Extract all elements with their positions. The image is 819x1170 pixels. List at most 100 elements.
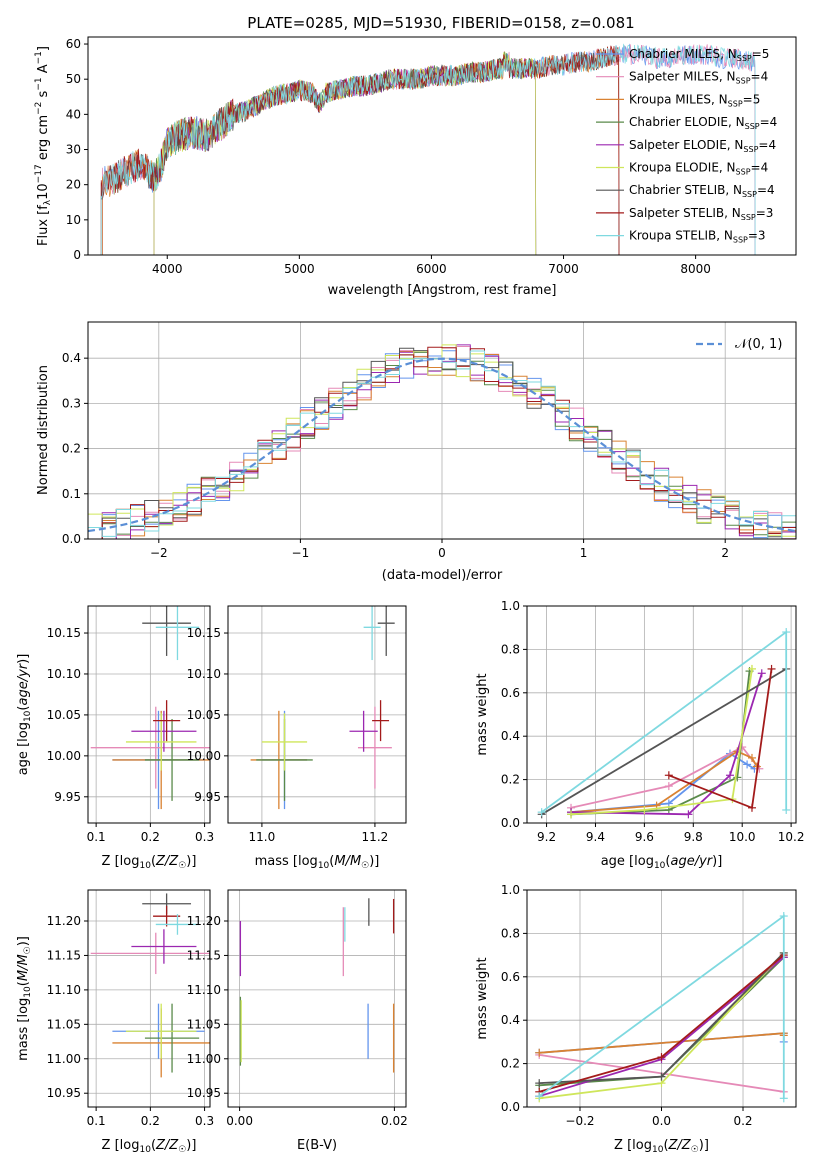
- tick-label-x: 8000: [680, 262, 711, 276]
- tick-label-y: 10.15: [187, 626, 221, 640]
- tick-label-y: 10.05: [187, 708, 221, 722]
- tick-label-y: 9.95: [194, 790, 221, 804]
- x-axis-label: E(B-V): [297, 1138, 337, 1153]
- label-part: λ: [43, 199, 53, 205]
- y-axis-label: age [log10(age/yr)]: [16, 654, 33, 776]
- mass-weight-vs-age-panel: 9.2 9.4 9.6 9.8 10.0 10.2 0.0 0.2 0.4 0.6 0.8 1.0 ag…: [475, 599, 804, 871]
- label-part: Z/Z: [155, 854, 179, 869]
- x-axis-label: wavelength [Angstrom, rest frame]: [328, 283, 557, 298]
- label-part: =5: [743, 92, 761, 106]
- label-part: −2: [34, 102, 44, 115]
- legend-label: Kroupa ELODIE, NSSP=4: [629, 161, 768, 177]
- tick-label-y: 11.20: [187, 914, 221, 928]
- label-part: SSP: [733, 236, 748, 245]
- tick-label-y: 10.00: [47, 749, 81, 763]
- tick-label-y: 0.2: [501, 773, 520, 787]
- tick-label-y: 11.15: [47, 948, 81, 962]
- tick-label-x: 0.00: [226, 1114, 253, 1128]
- plot-area: [239, 898, 395, 1073]
- label-part: E(B-V): [297, 1138, 337, 1153]
- label-part: Z/Z: [155, 1138, 179, 1153]
- label-part: Kroupa MILES, N: [629, 92, 728, 106]
- label-part: )]: [369, 854, 379, 869]
- label-part: A: [36, 64, 51, 77]
- tick-label-x: 0.2: [141, 830, 160, 844]
- tick-label-y: 20: [66, 178, 81, 192]
- label-part: s: [36, 90, 51, 101]
- plot-area: [90, 606, 210, 810]
- label-part: Kroupa ELODIE, N: [629, 161, 736, 175]
- tick-label-x: 0.1: [87, 830, 106, 844]
- label-part: 10: [652, 1145, 664, 1155]
- tick-label-y: 11.20: [47, 914, 81, 928]
- tick-label-y: 0.3: [62, 396, 81, 410]
- legend-label: Kroupa MILES, NSSP=5: [629, 92, 760, 108]
- tick-label-y: 0.4: [501, 1013, 520, 1027]
- y-axis-label: mass [log10(M/M☉)]: [16, 936, 33, 1061]
- tick-label-y: 11.00: [47, 1052, 81, 1066]
- tick-label-y: 11.00: [187, 1052, 221, 1066]
- label-part: 10: [139, 1145, 151, 1155]
- label-part: =4: [757, 183, 775, 197]
- tick-label-x: 9.6: [635, 830, 654, 844]
- tick-label-y: 10.00: [187, 749, 221, 763]
- plot-area: [537, 628, 791, 819]
- label-part: (: [151, 1138, 156, 1153]
- tick-label-y: 10.10: [47, 667, 81, 681]
- legend-label: 𝒩(0, 1): [735, 337, 782, 352]
- tick-label-y: 9.95: [54, 790, 81, 804]
- tick-label-x: −0.2: [565, 1114, 594, 1128]
- label-part: SSP: [737, 54, 752, 63]
- label-part: ☉: [361, 861, 369, 871]
- tick-label-y: 10.95: [47, 1086, 81, 1100]
- label-part: SSP: [743, 145, 758, 154]
- tick-label-x: −2: [150, 546, 168, 560]
- tick-label-x: 5000: [284, 262, 315, 276]
- spectrum-model-line: [102, 46, 620, 255]
- tick-label-x: 7000: [548, 262, 579, 276]
- axes-frame: [526, 605, 797, 824]
- legend-label: Salpeter STELIB, NSSP=3: [629, 206, 773, 222]
- tick-label-y: 40: [66, 107, 81, 121]
- spectrum-panel: 4000 5000 6000 7000 8000 0 10 20 30 40 50 60 wavelen…: [34, 36, 797, 298]
- tick-label-y: 1.0: [501, 599, 520, 613]
- tick-label-x: −1: [292, 546, 310, 560]
- label-part: SSP: [741, 213, 756, 222]
- label-part: )]: [699, 1138, 709, 1153]
- mass-weight-vs-z-panel: −0.2 0.0 0.2 0.0 0.2 0.4 0.6 0.8 1.0 Z [log10(Z/Z…: [475, 883, 797, 1155]
- figure-title: PLATE=0285, MJD=51930, FIBERID=0158, z=0…: [247, 14, 634, 32]
- legend-label: Chabrier MILES, NSSP=5: [629, 47, 769, 63]
- label-part: 10: [36, 183, 51, 200]
- axes-frame: [87, 36, 797, 256]
- tick-label-y: 0.8: [501, 926, 520, 940]
- tick-label-x: 0.3: [195, 1114, 214, 1128]
- tick-label-x: 0.2: [733, 1114, 752, 1128]
- label-part: −17: [34, 164, 44, 183]
- label-part: Salpeter STELIB, N: [629, 206, 741, 220]
- label-part: )]: [16, 936, 31, 946]
- tick-label-x: 0.02: [381, 1114, 408, 1128]
- y-axis-label: Normed distribution: [36, 365, 51, 495]
- tick-label-x: 2: [721, 546, 729, 560]
- tick-label-x: 0.2: [141, 1114, 160, 1128]
- spectrum-model-line: [100, 46, 620, 255]
- tick-label-y: 10.95: [187, 1086, 221, 1100]
- tick-label-y: 11.05: [187, 1017, 221, 1031]
- label-part: Z [log: [102, 854, 140, 869]
- label-part: (: [663, 1138, 668, 1153]
- label-part: 10: [23, 986, 33, 998]
- tick-label-x: 1: [580, 546, 588, 560]
- weight-line: [570, 668, 753, 816]
- label-part: ☉: [23, 946, 33, 954]
- spectrum-model-line: [100, 43, 756, 255]
- label-part: 10: [139, 861, 151, 871]
- tick-label-y: 10: [66, 213, 81, 227]
- x-axis-label: age [log10(age/yr)]: [601, 854, 723, 871]
- label-part: SSP: [745, 122, 760, 131]
- tick-label-y: 60: [66, 37, 81, 51]
- weight-line: [570, 673, 763, 816]
- tick-label-y: 11.10: [187, 983, 221, 997]
- plot-area: [90, 893, 210, 1078]
